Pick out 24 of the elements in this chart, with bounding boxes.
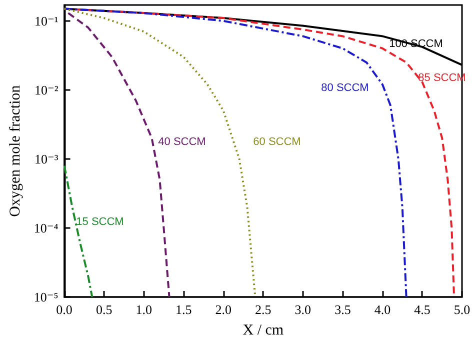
x-tick-label: 2.0 <box>215 302 232 317</box>
series-label: 60 SCCM <box>253 136 301 148</box>
line-series <box>63 164 94 298</box>
x-tick-label: 1.0 <box>136 302 152 317</box>
series-label: 15 SCCM <box>76 216 124 228</box>
y-tick-label: 10⁻⁵ <box>34 290 58 304</box>
series-label: 80 SCCM <box>321 82 369 94</box>
y-tick-label: 10⁻⁴ <box>34 220 59 236</box>
x-tick-label: 4.0 <box>374 302 391 317</box>
x-tick-label: 4.5 <box>414 302 430 317</box>
x-tick-label: 3.5 <box>334 302 351 317</box>
line-series <box>67 12 170 298</box>
y-tick-label: 10⁻¹ <box>34 13 58 28</box>
y-tick-label: 10⁻³ <box>34 151 58 166</box>
x-tick-label: 0.0 <box>56 302 72 317</box>
y-axis-title: Oxygen mole fraction <box>8 84 24 217</box>
x-tick-label: 0.5 <box>96 302 112 317</box>
y-tick-label: 10⁻² <box>34 82 58 98</box>
x-tick-label: 2.5 <box>255 302 272 317</box>
series-label: 40 SCCM <box>158 136 206 148</box>
x-tick-label: 3.0 <box>294 302 312 317</box>
x-tick-label: 1.5 <box>175 302 192 317</box>
x-tick-label: 5.0 <box>454 302 470 317</box>
x-axis-title: X / cm <box>242 322 284 338</box>
